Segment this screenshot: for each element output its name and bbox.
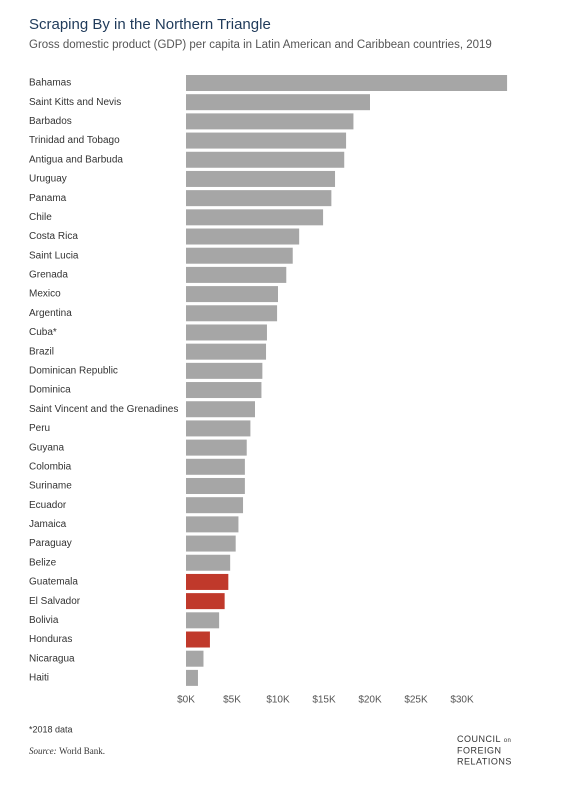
y-tick-label: Barbados [29, 116, 72, 127]
bar [186, 420, 251, 437]
y-tick-label: Bahamas [29, 78, 71, 89]
bar [186, 669, 198, 686]
bar [186, 113, 354, 130]
y-tick-label: Guyana [29, 442, 64, 453]
bar [186, 190, 332, 207]
logo-line: FOREIGN [457, 745, 502, 755]
y-tick-label: Argentina [29, 308, 72, 319]
bar [186, 75, 508, 91]
bar [186, 151, 345, 168]
footnote: *2018 data [29, 724, 73, 734]
bar [186, 170, 336, 187]
y-tick-label: Paraguay [29, 538, 72, 549]
y-tick-label: Trinidad and Tobago [29, 135, 120, 146]
source-label: Source: [29, 746, 57, 756]
y-tick-label: Jamaica [29, 519, 67, 530]
y-tick-label: Bolivia [29, 615, 59, 626]
logo-line: COUNCIL on [457, 734, 511, 744]
bar [186, 247, 293, 264]
y-tick-label: Antigua and Barbuda [29, 154, 123, 165]
bar [186, 477, 245, 494]
bar [186, 593, 225, 610]
y-tick-label: Suriname [29, 481, 72, 492]
bar [186, 286, 278, 303]
bar [186, 305, 278, 322]
bar [186, 439, 247, 456]
bar [186, 554, 231, 571]
y-tick-label: Colombia [29, 461, 72, 472]
bar [186, 535, 236, 552]
bar [186, 631, 210, 648]
y-tick-label: Dominican Republic [29, 365, 118, 376]
source-text: World Bank. [59, 746, 105, 756]
x-tick-label: $25K [404, 695, 428, 706]
y-tick-label: Panama [29, 193, 67, 204]
bar [186, 401, 255, 418]
y-tick-label: Brazil [29, 346, 54, 357]
chart-title: Scraping By in the Northern Triangle [29, 16, 271, 33]
y-tick-label: Grenada [29, 270, 68, 281]
bar [186, 458, 245, 475]
source: Source: World Bank. [29, 746, 105, 756]
y-tick-label: Belize [29, 557, 57, 568]
x-tick-label: $15K [312, 695, 336, 706]
y-tick-label: Saint Lucia [29, 250, 79, 261]
x-tick-label: $0K [177, 695, 195, 706]
x-tick-label: $20K [358, 695, 382, 706]
bar [186, 228, 300, 245]
bar [186, 516, 239, 533]
chart-subtitle: Gross domestic product (GDP) per capita … [29, 39, 492, 51]
bar [186, 362, 263, 379]
bar [186, 324, 267, 341]
y-tick-label: El Salvador [29, 596, 81, 607]
y-tick-label: Saint Vincent and the Grenadines [29, 404, 178, 415]
bar [186, 382, 262, 399]
bar [186, 343, 267, 360]
y-tick-label: Saint Kitts and Nevis [29, 97, 121, 108]
y-tick-label: Ecuador [29, 500, 67, 511]
x-tick-label: $30K [450, 695, 474, 706]
bar [186, 132, 347, 149]
bar [186, 209, 324, 226]
bar [186, 573, 229, 590]
x-tick-label: $10K [266, 695, 290, 706]
y-tick-label: Nicaragua [29, 653, 75, 664]
logo-word: COUNCIL [457, 734, 501, 744]
y-tick-label: Costa Rica [29, 231, 78, 242]
bar [186, 497, 244, 514]
bar [186, 612, 220, 629]
x-tick-label: $5K [223, 695, 241, 706]
y-tick-label: Uruguay [29, 174, 67, 185]
bar [186, 650, 204, 667]
logo-word: on [504, 738, 512, 744]
y-tick-label: Peru [29, 423, 50, 434]
y-tick-label: Mexico [29, 289, 61, 300]
y-tick-label: Chile [29, 212, 52, 223]
bar [186, 94, 370, 111]
y-tick-label: Honduras [29, 634, 72, 645]
logo-line: RELATIONS [457, 756, 512, 766]
bar [186, 266, 287, 283]
y-tick-label: Guatemala [29, 577, 78, 588]
y-tick-label: Haiti [29, 673, 49, 684]
y-tick-label: Dominica [29, 385, 71, 396]
y-tick-label: Cuba* [29, 327, 57, 338]
